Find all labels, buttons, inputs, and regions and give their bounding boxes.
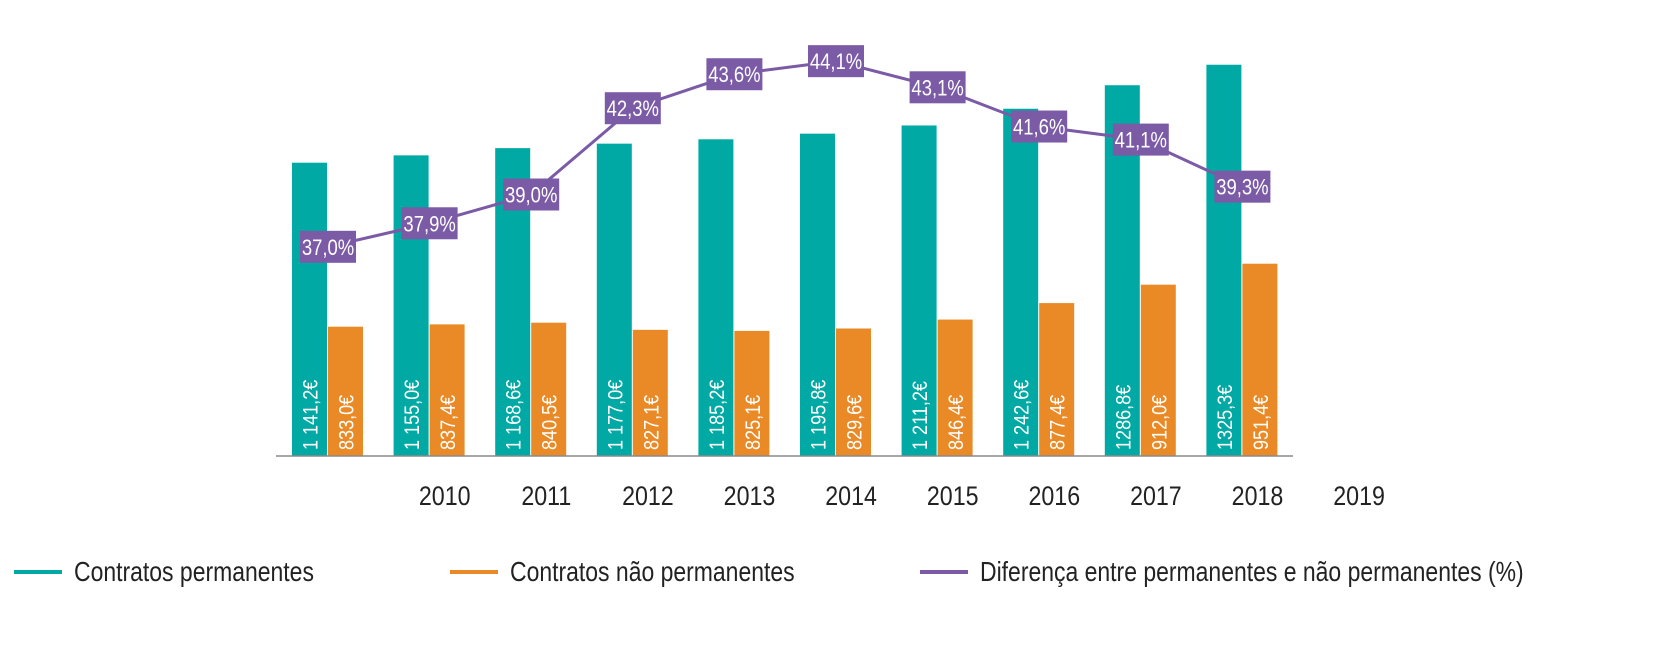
x-tick-2013: 2013 <box>724 481 776 511</box>
x-tick-2012: 2012 <box>622 481 674 511</box>
bar-label-nao-permanentes-2010: 833,0€ <box>335 395 359 450</box>
line-point-2019 <box>1214 170 1271 203</box>
bar-label-permanentes-2013: 1 177,0€ <box>604 380 628 450</box>
bar-label-nao-permanentes-2017: 877,4€ <box>1046 395 1070 450</box>
bar-permanentes-2015 <box>800 133 835 456</box>
legend-swatch-nao-permanentes <box>450 570 498 574</box>
bar-label-nao-permanentes-2013: 827,1€ <box>640 395 664 450</box>
legend-label: Contratos permanentes <box>74 556 314 587</box>
bar-nao-permanentes-2010 <box>328 326 363 456</box>
line-label-2010: 37,0% <box>302 236 354 260</box>
bar-nao-permanentes-2016 <box>937 319 973 456</box>
legend: Contratos permanentes Contratos não perm… <box>0 556 1667 596</box>
x-axis-ticks: 2010 2011 2012 2013 2014 2015 2016 2017 2018 2019 <box>419 481 1385 511</box>
legend-item-permanentes: Contratos permanentes <box>14 556 367 588</box>
bar-label-permanentes-2019: 1325,3€ <box>1214 385 1238 450</box>
bar-nao-permanentes-2017 <box>1039 303 1075 456</box>
bars-layer: 1 141,2€ 833,0€ 1 155,0€ 837,4€ 1 168,6€ 840,… <box>292 64 1278 457</box>
bar-label-permanentes-2015: 1 195,8€ <box>807 380 831 450</box>
line-point-2018 <box>1112 123 1169 156</box>
bar-permanentes-2019 <box>1206 64 1242 457</box>
bar-nao-permanentes-2015 <box>836 328 871 456</box>
bar-label-nao-permanentes-2015: 829,6€ <box>843 395 867 450</box>
x-tick-2019: 2019 <box>1333 481 1385 511</box>
x-tick-2018: 2018 <box>1232 481 1284 511</box>
bar-permanentes-2013 <box>596 143 632 456</box>
line-point-2017 <box>1011 110 1068 143</box>
bar-label-nao-permanentes-2014: 825,1€ <box>742 395 766 450</box>
bar-label-permanentes-2011: 1 155,0€ <box>401 380 425 450</box>
bar-label-nao-permanentes-2019: 951,4€ <box>1250 395 1274 450</box>
line-label-2017: 41,6% <box>1013 116 1065 140</box>
bar-nao-permanentes-2012 <box>531 322 567 456</box>
line-point-2013 <box>604 92 661 125</box>
bar-label-nao-permanentes-2016: 846,4€ <box>945 395 969 450</box>
bar-nao-permanentes-2011 <box>429 324 465 456</box>
bar-label-permanentes-2012: 1 168,6€ <box>502 380 526 450</box>
legend-swatch-diferenca <box>920 570 968 574</box>
line-point-2016 <box>909 71 966 104</box>
line-point-2011 <box>401 207 458 240</box>
combo-chart: 1 141,2€ 833,0€ 1 155,0€ 837,4€ 1 168,6€ 840,… <box>276 45 1385 511</box>
line-label-2016: 43,1% <box>911 77 963 101</box>
line-point-2014 <box>706 58 763 91</box>
legend-swatch-permanentes <box>14 570 62 574</box>
bar-label-nao-permanentes-2018: 912,0€ <box>1148 395 1172 450</box>
bar-nao-permanentes-2019 <box>1242 263 1278 456</box>
x-tick-2017: 2017 <box>1130 481 1182 511</box>
bar-nao-permanentes-2014 <box>734 330 770 456</box>
line-label-2015: 44,1% <box>810 51 862 75</box>
line-layer: 37,0% 37,9% 39,0% 42,3% 43,6% 44,1% 43,1% 41,6%… <box>300 45 1271 263</box>
bar-nao-permanentes-2013 <box>632 329 668 456</box>
x-tick-2010: 2010 <box>419 481 471 511</box>
legend-label: Diferença entre permanentes e não perman… <box>980 556 1524 587</box>
line-point-2010 <box>300 230 356 263</box>
bar-label-permanentes-2014: 1 185,2€ <box>706 380 730 450</box>
line-point-2012 <box>503 178 560 211</box>
legend-label: Contratos não permanentes <box>510 556 795 587</box>
bar-label-permanentes-2010: 1 141,2€ <box>299 380 323 450</box>
bar-permanentes-2016 <box>901 125 937 457</box>
x-tick-2015: 2015 <box>927 481 979 511</box>
line-point-2015 <box>808 45 864 78</box>
line-label-2014: 43,6% <box>708 64 760 88</box>
bar-permanentes-2011 <box>393 155 429 456</box>
line-diferenca <box>327 59 1244 249</box>
bar-label-permanentes-2017: 1 242,6€ <box>1010 380 1034 450</box>
line-label-2012: 39,0% <box>505 184 557 208</box>
line-label-2019: 39,3% <box>1216 176 1268 200</box>
x-tick-2016: 2016 <box>1028 481 1080 511</box>
line-label-2018: 41,1% <box>1115 129 1167 153</box>
line-label-2013: 42,3% <box>607 98 659 122</box>
bar-label-nao-permanentes-2011: 837,4€ <box>437 395 461 450</box>
bar-permanentes-2017 <box>1003 108 1039 456</box>
x-tick-2011: 2011 <box>521 481 571 511</box>
line-label-2011: 37,9% <box>403 213 455 237</box>
bar-permanentes-2014 <box>698 139 734 457</box>
bar-label-permanentes-2018: 1286,8€ <box>1112 385 1136 450</box>
bar-label-permanentes-2016: 1 211,2€ <box>909 381 933 450</box>
x-tick-2014: 2014 <box>825 481 877 511</box>
legend-item-nao-permanentes: Contratos não permanentes <box>450 556 857 588</box>
bar-permanentes-2010 <box>292 162 327 456</box>
bar-label-nao-permanentes-2012: 840,5€ <box>538 395 562 450</box>
legend-item-diferenca: Diferença entre permanentes e não perman… <box>920 556 1643 588</box>
bar-nao-permanentes-2018 <box>1140 284 1176 456</box>
